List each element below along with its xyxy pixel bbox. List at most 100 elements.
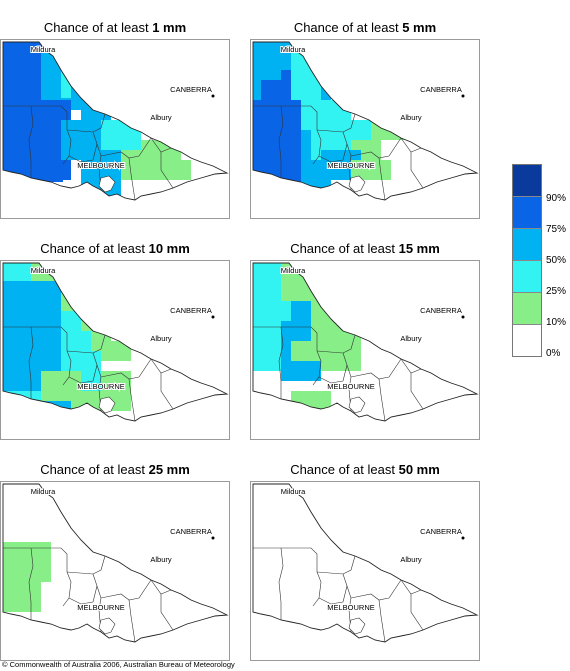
place-label-melbourne: MELBOURNE [77, 161, 125, 170]
port-phillip-bay [98, 617, 116, 635]
panel-title-25mm: Chance of at least 25 mm [40, 462, 190, 477]
probability-cell [281, 361, 321, 381]
probability-cell [11, 301, 41, 361]
rainfall-probability-shading [3, 263, 131, 415]
place-label-melbourne: MELBOURNE [77, 382, 125, 391]
district-boundary [160, 373, 174, 410]
panel-title-1mm: Chance of at least 1 mm [43, 20, 187, 35]
district-boundary [350, 579, 402, 601]
place-label-melbourne: MELBOURNE [327, 161, 375, 170]
map-50mm: Mildura CANBERRA Albury MELBOURNE [250, 481, 480, 661]
canberra-marker [211, 315, 215, 319]
district-boundary [410, 152, 424, 189]
place-label-mildura: Mildura [281, 266, 306, 275]
place-label-albury: Albury [400, 334, 422, 343]
legend-label-90: 90% [546, 193, 567, 204]
place-label-mildura: Mildura [31, 266, 56, 275]
state-border [252, 483, 479, 643]
district-boundary [378, 378, 386, 422]
legend-label-10: 10% [546, 317, 567, 328]
legend-label-50: 50% [546, 255, 567, 266]
probability-legend [512, 164, 542, 357]
probability-cell [121, 80, 151, 120]
district-boundary [410, 594, 424, 631]
port-phillip-bay [348, 617, 366, 635]
place-label-canberra: CANBERRA [170, 85, 212, 94]
legend-swatch-75 [513, 197, 541, 229]
state-border [2, 483, 229, 643]
port-phillip-bay [348, 396, 366, 414]
district-boundary [128, 157, 136, 201]
legend-swatch-25 [513, 261, 541, 293]
place-label-canberra: CANBERRA [420, 85, 462, 94]
district-boundary [378, 599, 386, 643]
place-label-albury: Albury [150, 334, 172, 343]
district-boundary [68, 585, 98, 605]
district-boundary [318, 364, 348, 384]
place-label-canberra: CANBERRA [170, 306, 212, 315]
district-boundary [66, 334, 106, 354]
district-boundary [28, 326, 34, 399]
district-boundary [400, 358, 422, 374]
state-border [252, 262, 479, 422]
place-label-albury: Albury [400, 113, 422, 122]
place-label-mildura: Mildura [281, 45, 306, 54]
canberra-marker [461, 315, 465, 319]
state-border [252, 41, 479, 201]
district-boundary [318, 585, 348, 605]
place-label-albury: Albury [400, 555, 422, 564]
map-5mm: Mildura CANBERRA Albury MELBOURNE [250, 39, 480, 219]
district-boundary [28, 105, 34, 178]
place-label-albury: Albury [150, 555, 172, 564]
map-25mm: Mildura CANBERRA Albury MELBOURNE [0, 481, 230, 661]
district-boundary [278, 326, 284, 399]
canberra-marker [461, 536, 465, 540]
legend-swatch-50 [513, 229, 541, 261]
map-canvas: Mildura CANBERRA Albury MELBOURNE [2, 483, 229, 643]
district-boundary [100, 579, 152, 601]
district-boundary [66, 113, 106, 133]
legend-swatch-0 [513, 325, 541, 356]
district-boundary [316, 113, 356, 133]
district-boundary [3, 326, 72, 386]
district-boundary [253, 326, 322, 386]
probability-cell [253, 321, 281, 371]
probability-cell [3, 42, 37, 170]
place-label-canberra: CANBERRA [170, 527, 212, 536]
district-boundary [318, 143, 348, 163]
district-boundary [3, 547, 72, 607]
panel-title-5mm: Chance of at least 5 mm [293, 20, 437, 35]
port-phillip-bay [348, 175, 366, 193]
district-boundary [150, 358, 172, 374]
panel-title-50mm: Chance of at least 50 mm [290, 462, 440, 477]
state-border [2, 41, 229, 201]
canberra-marker [211, 536, 215, 540]
place-label-mildura: Mildura [31, 487, 56, 496]
port-phillip-bay [98, 396, 116, 414]
probability-cell [171, 140, 181, 170]
district-boundary [66, 555, 106, 575]
district-boundary [28, 547, 34, 620]
probability-cell [321, 42, 361, 80]
place-label-melbourne: MELBOURNE [327, 603, 375, 612]
district-boundary [400, 137, 422, 153]
place-label-melbourne: MELBOURNE [327, 382, 375, 391]
copyright-notice: © Commonwealth of Australia 2006, Austra… [2, 660, 235, 669]
legend-swatch-90 [513, 165, 541, 197]
district-boundary [68, 364, 98, 384]
district-boundary [400, 579, 422, 595]
district-boundary [316, 334, 356, 354]
legend-label-25: 25% [546, 286, 567, 297]
probability-cell [81, 291, 101, 331]
district-boundary [128, 599, 136, 643]
district-boundary [316, 555, 356, 575]
district-boundary [160, 152, 174, 189]
place-label-albury: Albury [150, 113, 172, 122]
map-10mm: Mildura CANBERRA Albury MELBOURNE [0, 260, 230, 440]
probability-cell [381, 42, 411, 100]
probability-cell [101, 60, 141, 90]
place-label-melbourne: MELBOURNE [77, 603, 125, 612]
port-phillip-bay [98, 175, 116, 193]
probability-cell [61, 281, 91, 311]
rainfall-probability-shading [3, 542, 51, 612]
